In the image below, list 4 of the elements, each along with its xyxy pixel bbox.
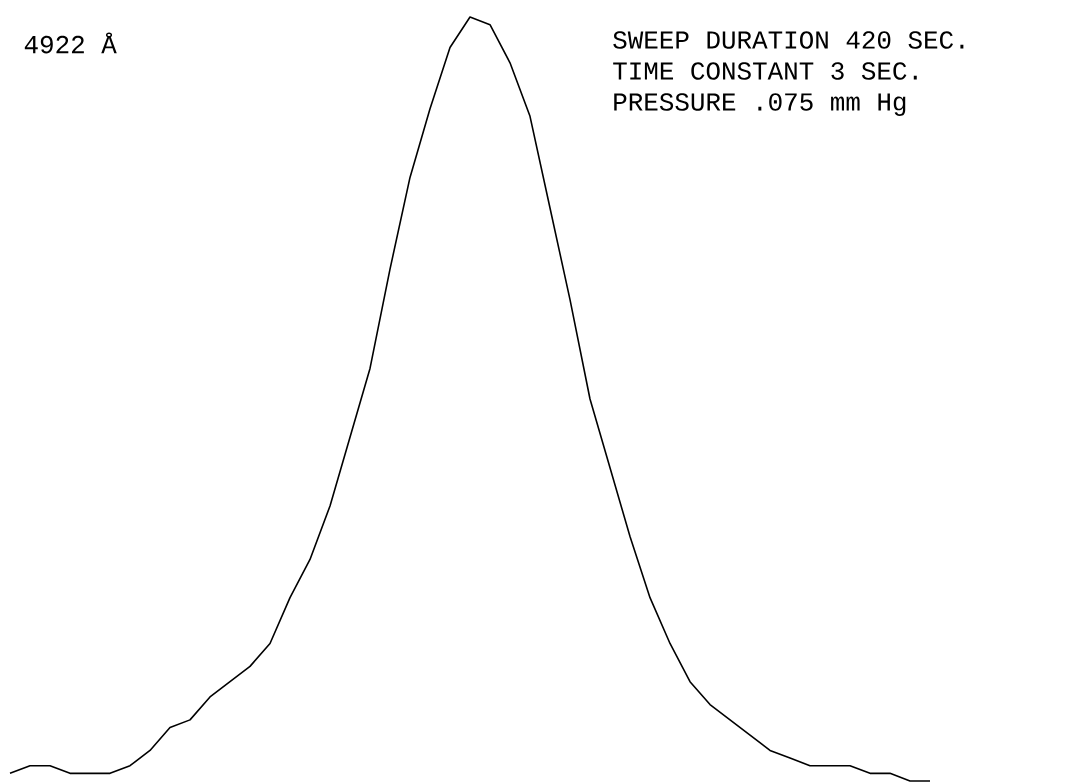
text: 4922 Å: [24, 32, 117, 54]
annotation: PRESSURE .075 mm Hg: [614, 93, 906, 116]
annotation: SWEEP DURATION 420 SEC.: [613, 31, 964, 49]
annotation: TIME CONSTANT 3 SEC.: [613, 62, 917, 80]
